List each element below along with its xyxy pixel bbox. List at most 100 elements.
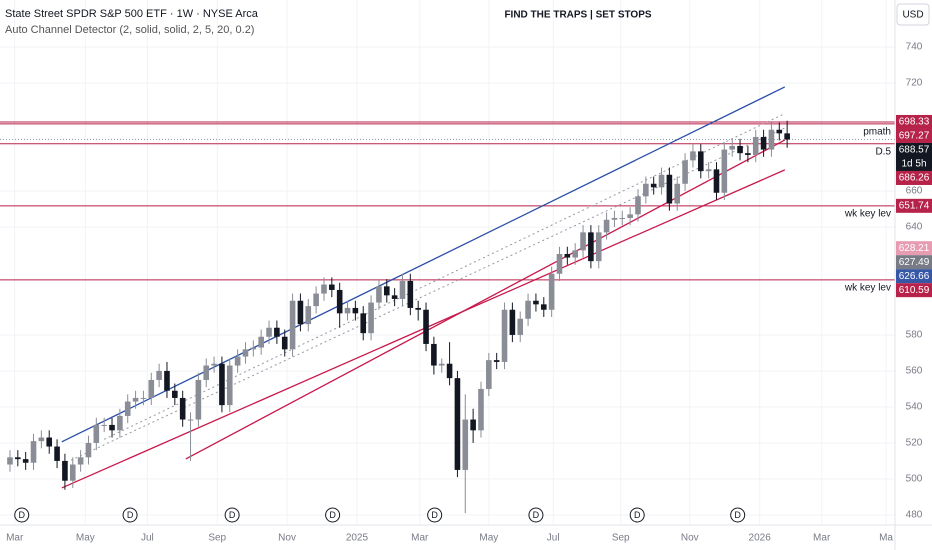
x-tick-label: Ma xyxy=(879,533,893,544)
candle-body xyxy=(399,280,406,299)
candle-body xyxy=(274,327,280,337)
plot: pmath D.5 wk key lev wk key lev D D D D D D D D xyxy=(0,86,895,523)
candle-body xyxy=(658,174,665,188)
y-tick-label: 480 xyxy=(906,510,923,521)
candle-body xyxy=(289,300,296,350)
candle-body xyxy=(768,129,775,150)
candle-body xyxy=(321,284,327,294)
candle-body xyxy=(38,437,45,442)
candle-body xyxy=(281,336,288,350)
candle-body xyxy=(682,160,688,184)
candle-body xyxy=(486,360,492,389)
y-tick-label: 640 xyxy=(906,222,923,233)
level-price-label-box xyxy=(896,128,932,143)
dividend-label: D xyxy=(329,510,336,520)
candle-body xyxy=(54,446,60,461)
candle-body xyxy=(211,363,217,366)
candle-body xyxy=(77,457,84,465)
last-price-label: 688.57 xyxy=(899,145,930,156)
y-tick-label: 660 xyxy=(906,186,923,197)
candle-body xyxy=(478,388,484,431)
dividend-marker xyxy=(528,507,544,523)
candle-body xyxy=(30,441,37,463)
candle-body xyxy=(446,363,453,379)
candle-body xyxy=(517,318,524,335)
candle-body xyxy=(721,149,728,193)
currency[interactable]: USD xyxy=(902,10,923,21)
candle-body xyxy=(226,365,233,406)
candle-body xyxy=(117,415,123,431)
y-tick-label: 580 xyxy=(906,330,923,341)
candle-body xyxy=(666,174,673,204)
candle-body xyxy=(540,304,547,310)
y-tick-label: 520 xyxy=(906,438,923,449)
candle-body xyxy=(737,145,743,154)
level-price-label-box xyxy=(896,114,932,129)
candle-body xyxy=(611,217,618,220)
dividend-marker xyxy=(224,507,240,523)
level-price-label: 697.27 xyxy=(899,131,930,142)
dividend-label: D xyxy=(634,510,641,520)
candle-body xyxy=(172,390,178,398)
x-tick-label: May xyxy=(479,533,498,544)
candle-body xyxy=(509,309,516,335)
grid xyxy=(0,0,895,525)
candle-body xyxy=(242,349,249,357)
chart-title: FIND THE TRAPS | SET STOPS xyxy=(504,10,651,21)
candle-body xyxy=(109,424,115,431)
dividend-marker xyxy=(122,507,138,523)
candle-body xyxy=(462,419,469,470)
x-tick-label: Mar xyxy=(813,533,831,544)
candle-body xyxy=(760,136,767,150)
indicator-label: Auto Channel Detector (2, solid, solid, … xyxy=(5,24,254,36)
candle-body xyxy=(784,133,790,140)
level-price-label-box xyxy=(896,283,932,298)
axis-marker-label-box xyxy=(896,241,932,256)
candle-body xyxy=(588,232,594,262)
dividend-marker xyxy=(427,507,443,523)
candle-body xyxy=(101,424,107,426)
candle-body xyxy=(360,313,367,334)
x-tick-label: Sep xyxy=(208,533,226,544)
x-tick-label: Nov xyxy=(278,533,296,544)
candle-body xyxy=(85,442,92,458)
y-tick-label: 740 xyxy=(906,42,923,53)
candle-body xyxy=(164,370,170,391)
dividend-marker xyxy=(629,507,645,523)
level-price-label: 651.74 xyxy=(899,200,930,211)
x-tick-label: Jul xyxy=(141,533,154,544)
dividend-marker xyxy=(14,507,30,523)
x-tick-label: 2026 xyxy=(749,533,772,544)
dividend-marker xyxy=(325,507,341,523)
level-note: D.5 xyxy=(875,146,891,157)
candle-body xyxy=(415,307,421,310)
candle-body xyxy=(132,397,139,402)
candle-body xyxy=(376,286,382,303)
candle-body xyxy=(140,397,147,399)
dividend-label: D xyxy=(734,510,741,520)
candle-body xyxy=(297,300,304,325)
candle-body xyxy=(305,306,312,325)
level-note: pmath xyxy=(863,127,891,138)
x-tick-label: 2025 xyxy=(346,533,369,544)
dividend-marker xyxy=(730,507,746,523)
candle-body xyxy=(344,307,351,314)
candle-body xyxy=(250,347,257,350)
candle-body xyxy=(438,363,445,366)
symbol-title: State Street SPDR S&P 500 ETF · 1W · NYS… xyxy=(5,8,259,20)
level-price-label: 698.33 xyxy=(899,117,930,128)
y-tick-label: 560 xyxy=(906,366,923,377)
candle-body xyxy=(713,169,720,193)
x-tick-label: Sep xyxy=(612,533,630,544)
level-price-label-box xyxy=(896,198,932,213)
candle-body xyxy=(525,300,531,319)
trend-line xyxy=(185,139,786,460)
candle-body xyxy=(595,232,602,262)
currency-box[interactable] xyxy=(896,3,930,26)
candle-body xyxy=(203,365,210,380)
y-tick-label: 720 xyxy=(906,78,923,89)
candle-body xyxy=(752,136,759,155)
candle-body xyxy=(572,250,578,258)
